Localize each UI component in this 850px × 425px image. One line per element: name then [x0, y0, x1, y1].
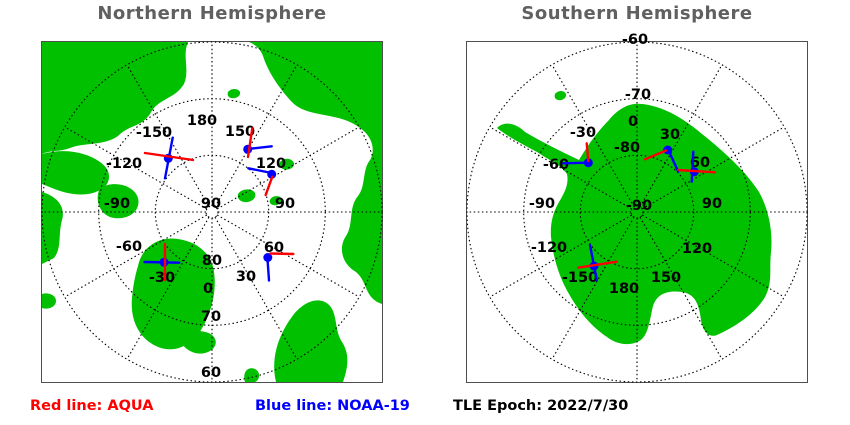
meridian-line [216, 214, 360, 298]
landmass [42, 151, 109, 195]
landmass [42, 293, 56, 309]
meridian-line [214, 64, 298, 208]
meridian-line [126, 216, 210, 360]
north-hemisphere-map: 180 -150 150 -120 120 -90 90 -60 60 -30 30 0 90 80 70 6… [41, 41, 383, 383]
south-hemisphere-map: -60 -70 -80 -90 0 30 60 90 120 150 180 -150 -120 -90 -… [466, 32, 808, 383]
landmass [227, 89, 241, 99]
landmass [249, 42, 382, 304]
longitude-label: 60 [264, 240, 284, 256]
landmass [274, 300, 348, 382]
satellite-position-dot [583, 158, 593, 168]
aqua-track-line [577, 260, 618, 269]
landmass [279, 158, 295, 170]
aqua-track-line [143, 151, 195, 162]
longitude-label: -30 [149, 270, 175, 286]
longitude-label: 30 [236, 269, 256, 285]
longitude-label: -60 [116, 239, 142, 255]
longitude-label: -120 [531, 240, 567, 256]
landmass [269, 196, 283, 206]
meridian-line [639, 216, 723, 360]
landmass [42, 42, 188, 154]
north-panel-title: Northern Hemisphere [97, 3, 327, 24]
satellite-position-dot [267, 169, 277, 179]
longitude-label: -30 [570, 125, 596, 141]
meridian-line [216, 126, 360, 210]
latitude-label: -60 [622, 32, 648, 48]
longitude-label: 90 [275, 196, 295, 212]
meridian-line [126, 64, 210, 208]
longitude-label: -150 [136, 125, 172, 141]
latitude-label: 70 [201, 309, 221, 325]
meridian-line [64, 126, 208, 210]
latitude-circle [41, 41, 383, 383]
longitude-label: -60 [543, 157, 569, 173]
longitude-label: 120 [256, 156, 286, 172]
aqua-track-line [643, 149, 668, 161]
landmass [237, 189, 256, 203]
noaa19-track-line [690, 150, 695, 183]
longitude-label: 180 [609, 281, 639, 297]
longitude-label: -120 [106, 156, 142, 172]
meridian-line [639, 64, 723, 208]
longitude-label: -90 [104, 196, 130, 212]
longitude-label: 0 [628, 114, 638, 130]
latitude-label: -70 [625, 87, 651, 103]
landmass [244, 368, 260, 382]
longitude-label: 30 [660, 127, 680, 143]
meridian-line [64, 214, 208, 298]
meridian-line [214, 216, 298, 360]
aqua-track-line [246, 127, 254, 159]
aqua-track-line [585, 142, 590, 163]
meridian-line [551, 64, 635, 208]
landmass [76, 106, 125, 135]
longitude-label: 150 [225, 124, 255, 140]
latitude-label: -90 [626, 198, 652, 214]
south-panel-title: Southern Hemisphere [521, 3, 753, 24]
longitude-label: -150 [562, 270, 598, 286]
longitude-label: -90 [529, 196, 555, 212]
noaa19-track-line [266, 257, 271, 282]
noaa19-track-line [562, 161, 589, 165]
longitude-label: 90 [702, 196, 722, 212]
latitude-label: -80 [614, 140, 640, 156]
legend-noaa19: Blue line: NOAA-19 [255, 398, 410, 414]
longitude-label: 120 [682, 241, 712, 257]
latitude-label: 80 [202, 253, 222, 269]
satellite-position-dot [663, 145, 673, 155]
meridian-line [551, 216, 635, 360]
legend-aqua: Red line: AQUA [30, 398, 154, 414]
landmass [42, 192, 63, 264]
aqua-track-line [269, 252, 295, 256]
landmass [97, 184, 139, 219]
longitude-label: 60 [690, 155, 710, 171]
latitude-label: 90 [201, 196, 221, 212]
landmass [180, 331, 216, 354]
legend-tle-epoch: TLE Epoch: 2022/7/30 [453, 398, 629, 414]
aqua-track-line [677, 168, 717, 174]
longitude-label: 0 [203, 281, 213, 297]
latitude-circle [466, 41, 808, 383]
longitude-label: 180 [187, 113, 217, 129]
latitude-label: 60 [201, 365, 221, 381]
satellite-position-dot [263, 253, 273, 262]
north-map-svg: 180 -150 150 -120 120 -90 90 -60 60 -30 30 0 90 80 70 6… [41, 41, 383, 383]
landmass [554, 91, 567, 101]
aqua-track-line [264, 175, 274, 197]
noaa19-track-line [667, 150, 680, 173]
longitude-label: 150 [651, 270, 681, 286]
